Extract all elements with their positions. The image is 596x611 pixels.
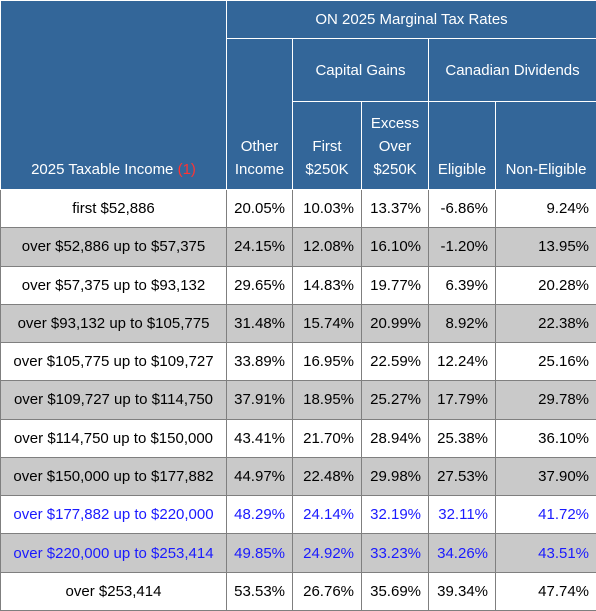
table-row: over $93,132 up to $105,775 31.48% 15.74… [0, 303, 596, 344]
eligible-dividend-rate: 6.39% [428, 265, 496, 305]
table-row: over $253,414 53.53% 26.76% 35.69% 39.34… [0, 571, 596, 611]
non-eligible-dividend-rate: 47.74% [494, 571, 596, 611]
other-income-rate: 43.41% [226, 418, 293, 458]
eligible-dividend-rate: 27.53% [428, 456, 496, 497]
table-row: over $114,750 up to $150,000 43.41% 21.7… [0, 418, 596, 458]
cg-excess-rate: 16.10% [361, 227, 429, 267]
non-eligible-dividend-rate: 41.72% [494, 495, 596, 535]
cg-first-rate: 24.92% [292, 533, 362, 573]
eligible-dividend-rate: 32.11% [428, 495, 496, 535]
taxable-income-header: 2025 Taxable Income (1) [0, 0, 227, 190]
cg-excess-rate: 32.19% [361, 495, 429, 535]
non-eligible-dividend-rate: 22.38% [494, 303, 596, 344]
other-income-rate: 20.05% [226, 188, 293, 229]
cg-first-header: First $250K [292, 101, 362, 190]
cg-first-rate: 24.14% [292, 495, 362, 535]
income-bracket: over $105,775 up to $109,727 [0, 342, 227, 382]
cg-excess-rate: 13.37% [361, 188, 429, 229]
non-eligible-dividend-rate: 36.10% [494, 418, 596, 458]
other-income-rate: 29.65% [226, 265, 293, 305]
eligible-dividend-rate: 34.26% [428, 533, 496, 573]
cg-excess-rate: 33.23% [361, 533, 429, 573]
other-income-header: Other Income [226, 38, 293, 190]
cg-first-rate: 12.08% [292, 227, 362, 267]
non-eligible-dividend-rate: 37.90% [494, 456, 596, 497]
eligible-dividend-rate: -6.86% [428, 188, 496, 229]
income-bracket: over $114,750 up to $150,000 [0, 418, 227, 458]
other-income-rate: 37.91% [226, 380, 293, 420]
income-bracket: over $253,414 [0, 571, 227, 611]
income-bracket: over $93,132 up to $105,775 [0, 303, 227, 344]
other-income-rate: 44.97% [226, 456, 293, 497]
cg-excess-rate: 28.94% [361, 418, 429, 458]
income-bracket: over $109,727 up to $114,750 [0, 380, 227, 420]
table-row: over $52,886 up to $57,375 24.15% 12.08%… [0, 227, 596, 267]
eligible-dividend-rate: 8.92% [428, 303, 496, 344]
non-eligible-dividend-rate: 29.78% [494, 380, 596, 420]
income-bracket: over $150,000 up to $177,882 [0, 456, 227, 497]
non-eligible-dividend-rate: 13.95% [494, 227, 596, 267]
eligible-dividend-rate: 25.38% [428, 418, 496, 458]
eligible-dividend-rate: 39.34% [428, 571, 496, 611]
non-eligible-header: Non-Eligible [494, 101, 596, 190]
cg-excess-rate: 22.59% [361, 342, 429, 382]
eligible-dividend-rate: 12.24% [428, 342, 496, 382]
cg-first-rate: 10.03% [292, 188, 362, 229]
cg-first-rate: 26.76% [292, 571, 362, 611]
non-eligible-dividend-rate: 20.28% [494, 265, 596, 305]
income-bracket: over $57,375 up to $93,132 [0, 265, 227, 305]
non-eligible-dividend-rate: 43.51% [494, 533, 596, 573]
other-income-rate: 53.53% [226, 571, 293, 611]
table-row: over $57,375 up to $93,132 29.65% 14.83%… [0, 265, 596, 305]
footnote-ref: (1) [177, 161, 196, 178]
other-income-rate: 31.48% [226, 303, 293, 344]
cg-excess-rate: 35.69% [361, 571, 429, 611]
canadian-dividends-header: Canadian Dividends [427, 38, 596, 102]
cg-excess-rate: 29.98% [361, 456, 429, 497]
cg-first-rate: 14.83% [292, 265, 362, 305]
eligible-dividend-rate: 17.79% [428, 380, 496, 420]
cg-excess-header: Excess Over $250K [361, 101, 429, 190]
other-income-rate: 49.85% [226, 533, 293, 573]
cg-excess-rate: 19.77% [361, 265, 429, 305]
cg-first-rate: 16.95% [292, 342, 362, 382]
table-row: over $105,775 up to $109,727 33.89% 16.9… [0, 342, 596, 382]
eligible-header: Eligible [428, 101, 496, 190]
table-row: over $220,000 up to $253,414 49.85% 24.9… [0, 533, 596, 573]
other-income-rate: 33.89% [226, 342, 293, 382]
other-income-rate: 24.15% [226, 227, 293, 267]
income-bracket: over $177,882 up to $220,000 [0, 495, 227, 535]
table-row: over $109,727 up to $114,750 37.91% 18.9… [0, 380, 596, 420]
other-income-rate: 48.29% [226, 495, 293, 535]
non-eligible-dividend-rate: 9.24% [494, 188, 596, 229]
table-title: ON 2025 Marginal Tax Rates [225, 0, 596, 39]
non-eligible-dividend-rate: 25.16% [494, 342, 596, 382]
taxable-income-label: 2025 Taxable Income [31, 161, 174, 178]
cg-first-rate: 15.74% [292, 303, 362, 344]
table-row: first $52,886 20.05% 10.03% 13.37% -6.86… [0, 188, 596, 229]
income-bracket: first $52,886 [0, 188, 227, 229]
cg-first-rate: 21.70% [292, 418, 362, 458]
income-bracket: over $220,000 up to $253,414 [0, 533, 227, 573]
eligible-dividend-rate: -1.20% [428, 227, 496, 267]
cg-excess-rate: 20.99% [361, 303, 429, 344]
cg-excess-rate: 25.27% [361, 380, 429, 420]
table-row: over $150,000 up to $177,882 44.97% 22.4… [0, 456, 596, 497]
income-bracket: over $52,886 up to $57,375 [0, 227, 227, 267]
cg-first-rate: 22.48% [292, 456, 362, 497]
capital-gains-header: Capital Gains [292, 38, 429, 102]
table-row: over $177,882 up to $220,000 48.29% 24.1… [0, 495, 596, 535]
cg-first-rate: 18.95% [292, 380, 362, 420]
